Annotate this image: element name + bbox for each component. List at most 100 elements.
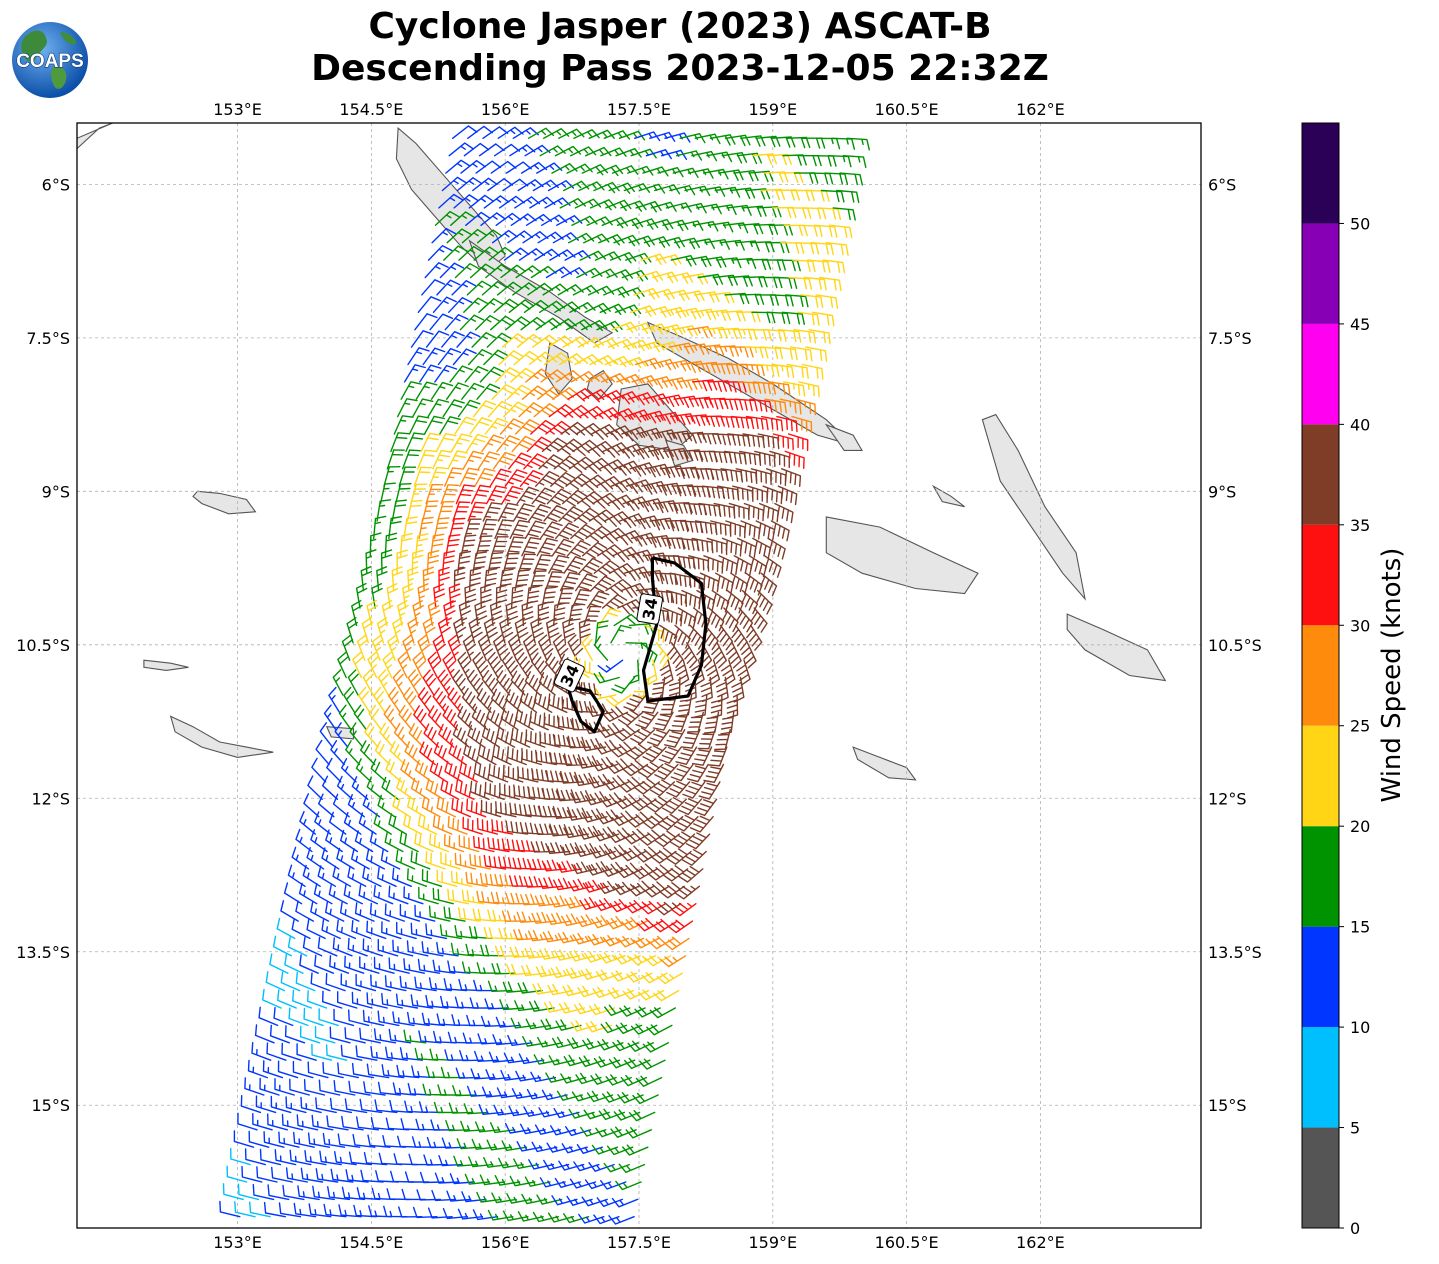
wind-barb [419,1171,445,1184]
wind-barb [626,743,652,761]
wind-barb [263,1131,285,1148]
wind-barb [673,624,691,649]
wind-barb [533,1054,560,1065]
wind-barb [315,1168,339,1183]
wind-barb [572,932,599,945]
wind-barb [558,1160,585,1171]
lon-tick-label-top: 160.5°E [875,100,939,119]
wind-barb [683,343,710,355]
wind-barb [345,1169,369,1183]
wind-barb [630,794,657,812]
wind-barb [488,400,512,418]
wind-barb [525,1018,552,1030]
wind-barb [362,1009,385,1027]
wind-barb [437,669,451,696]
wind-barb [259,1077,280,1096]
wind-barb [436,941,459,957]
wind-barb [427,398,450,418]
wind-barb [489,468,512,487]
wind-barb [369,532,382,557]
wind-barb [321,919,341,940]
wind-barb [436,797,456,818]
wind-barb [641,694,662,714]
wind-barb [815,294,839,309]
wind-barb [543,505,568,522]
wind-barb [582,879,609,893]
wind-barb [526,436,552,453]
wind-barb [396,1064,420,1079]
wind-barb [767,381,791,396]
wind-barb [432,815,453,835]
wind-barb [410,994,434,1009]
wind-barb [583,457,611,474]
wind-barb [561,489,588,507]
wind-barb [318,1079,341,1096]
wind-barb [541,437,568,453]
wind-barb [810,242,834,256]
wind-barb [303,793,320,818]
lon-tick-label-bottom: 157.5°E [607,1233,671,1252]
wind-barb [490,891,515,905]
wind-barb [293,1202,317,1218]
wind-barb [468,567,482,592]
wind-barb [396,921,417,940]
wind-barb [426,1136,452,1149]
colorbar-tick-label: 45 [1350,315,1370,334]
wind-barb [254,1024,275,1044]
wind-barb [402,634,414,661]
wind-barb [800,294,824,309]
wind-barb [347,669,359,696]
wind-barb [317,865,337,887]
wind-barb [609,898,636,913]
wind-barb [563,1054,590,1067]
wind-barb [648,446,674,461]
wind-barb [538,1107,565,1118]
wind-barb [414,313,438,331]
wind-barb [742,433,765,449]
wind-barb [749,398,773,413]
wind-barb [776,415,798,433]
wind-barb [498,195,525,209]
wind-barb [603,1162,630,1173]
wind-barb [495,1016,521,1028]
wind-barb [555,1019,582,1031]
wind-barb [578,1055,605,1067]
wind-barb [381,1064,405,1079]
wind-barb [572,284,600,296]
wind-barb [457,651,471,679]
wind-barb [454,925,478,940]
wind-barb [581,808,608,823]
wind-barb [418,886,439,905]
wind-barb [553,1107,580,1119]
wind-barb [678,290,705,302]
wind-barb [410,777,430,800]
wind-barb [507,1035,533,1046]
wind-barb [695,361,721,374]
wind-barb [784,450,805,469]
wind-barb [521,537,542,557]
wind-barb [510,584,524,609]
wind-barb [586,1090,614,1103]
wind-barb [408,723,425,748]
wind-barb [453,194,479,209]
wind-barb [494,519,514,540]
wind-barb [767,537,786,560]
colorbar: 0 5 10 15 20 25 30 35 40 45 50 [1301,122,1370,1238]
wind-barb [600,527,627,544]
wind-barb [654,411,681,425]
wind-barb [605,694,632,707]
wind-barb [587,934,614,946]
wind-barb [433,517,450,540]
wind-barb [662,797,687,814]
wind-barb [399,975,422,992]
wind-barb [421,941,444,957]
wind-barb [504,469,528,487]
island-13 [825,516,979,595]
wind-barb [670,763,694,782]
wind-barb [396,777,414,800]
wind-barb [560,1073,587,1084]
wind-barb [476,890,500,905]
wind-barb [403,958,425,974]
wind-barb [296,1043,317,1061]
wind-barb [521,601,534,627]
